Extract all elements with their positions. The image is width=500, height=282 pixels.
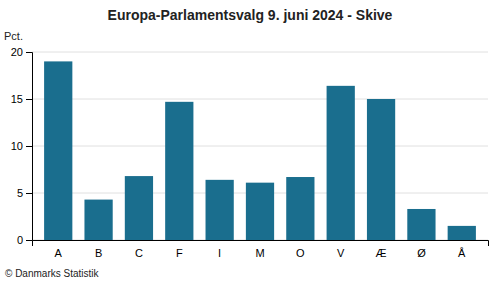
bar [246, 183, 274, 240]
bars [44, 61, 476, 240]
title: Europa-Parlamentsvalg 9. juni 2024 - Ski… [108, 7, 393, 23]
bar [206, 180, 234, 240]
x-tick: Å [458, 247, 466, 259]
x-tick-label: Å [458, 247, 466, 259]
x-tick: M [255, 247, 264, 259]
y-tick: 20 [11, 46, 32, 58]
y-tick-label: 15 [11, 93, 23, 105]
x-tick: F [176, 247, 183, 259]
y-axis-line [26, 53, 33, 241]
bar [286, 177, 314, 240]
x-tick: B [95, 247, 102, 259]
x-tick-label: M [255, 247, 264, 259]
y-tick-label: 10 [11, 140, 23, 152]
y-tick: 15 [11, 93, 32, 105]
y-tick-label: 20 [11, 46, 23, 58]
bar [407, 209, 435, 240]
bar [327, 86, 355, 240]
bar [448, 226, 476, 240]
x-tick-label: I [218, 247, 221, 259]
x-tick: Æ [376, 247, 387, 259]
x-tick-label: C [135, 247, 143, 259]
x-tick-label: A [55, 247, 63, 259]
x-axis: ABCFIMOVÆØÅ [33, 241, 489, 259]
grid-line [32, 52, 488, 53]
x-tick-label: V [337, 247, 345, 259]
x-tick: A [55, 247, 63, 259]
bar [44, 61, 72, 240]
x-tick-label: B [95, 247, 102, 259]
y-tick: 10 [11, 140, 32, 152]
bar [367, 99, 395, 240]
x-axis-line [33, 241, 489, 247]
y-tick-mark [26, 193, 32, 194]
footer: © Danmarks Statistik [5, 268, 100, 279]
y-axis: 0 5 10 15 20 [11, 46, 33, 246]
x-tick-label: Æ [376, 247, 387, 259]
y-tick-mark [26, 99, 32, 100]
y-tick-label: 5 [17, 187, 23, 199]
x-tick: Ø [417, 247, 426, 259]
y-axis-label: Pct. [4, 30, 23, 42]
grid-line [32, 146, 488, 147]
bar [125, 176, 153, 240]
grid-line [32, 99, 488, 100]
grid [32, 52, 488, 240]
y-tick-mark [26, 146, 32, 147]
x-tick: O [296, 247, 305, 259]
x-tick-label: F [176, 247, 183, 259]
y-tick: 0 [17, 234, 32, 246]
y-tick-mark [26, 240, 32, 241]
chart: Europa-Parlamentsvalg 9. juni 2024 - Ski… [0, 0, 500, 282]
x-tick: I [218, 247, 221, 259]
y-tick: 5 [17, 187, 32, 199]
y-tick-mark [26, 52, 32, 53]
x-tick-label: O [296, 247, 305, 259]
x-tick-label: Ø [417, 247, 426, 259]
x-tick: C [135, 247, 143, 259]
x-tick: V [337, 247, 345, 259]
bar [165, 102, 193, 240]
plot: 0 5 10 15 20 A B C F I M O V Æ Ø Å [11, 46, 489, 259]
bar [84, 200, 112, 240]
y-tick-label: 0 [17, 234, 23, 246]
